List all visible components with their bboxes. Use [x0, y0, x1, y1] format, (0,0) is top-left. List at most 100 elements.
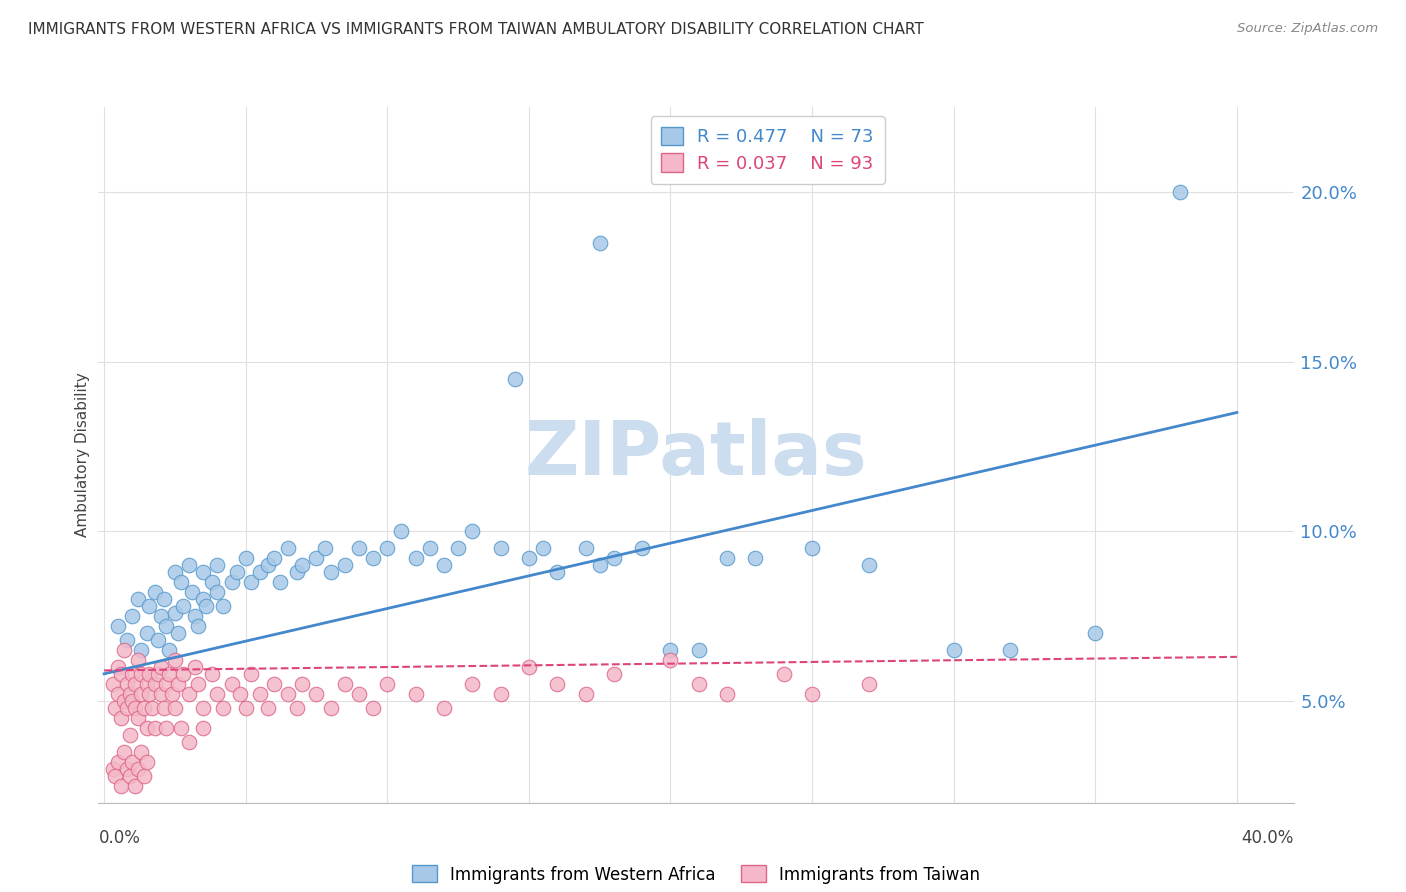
- Point: [226, 565, 249, 579]
- Point: [124, 779, 146, 793]
- Point: [135, 721, 157, 735]
- Point: [391, 524, 413, 539]
- Point: [229, 687, 252, 701]
- Point: [146, 666, 169, 681]
- Point: [235, 700, 257, 714]
- Point: [135, 626, 157, 640]
- Point: [110, 666, 132, 681]
- Point: [138, 666, 160, 681]
- Point: [193, 700, 215, 714]
- Point: [531, 541, 554, 556]
- Point: [801, 541, 824, 556]
- Y-axis label: Ambulatory Disability: Ambulatory Disability: [75, 373, 90, 537]
- Point: [107, 660, 129, 674]
- Point: [201, 666, 224, 681]
- Point: [186, 677, 208, 691]
- Point: [419, 541, 441, 556]
- Point: [149, 660, 172, 674]
- Point: [110, 711, 132, 725]
- Point: [118, 687, 141, 701]
- Point: [155, 677, 177, 691]
- Point: [127, 762, 149, 776]
- Point: [127, 592, 149, 607]
- Point: [172, 599, 194, 613]
- Point: [574, 541, 596, 556]
- Point: [152, 592, 174, 607]
- Point: [155, 721, 177, 735]
- Point: [744, 551, 766, 566]
- Point: [517, 660, 540, 674]
- Point: [375, 541, 398, 556]
- Point: [143, 721, 166, 735]
- Point: [589, 558, 612, 573]
- Point: [121, 694, 143, 708]
- Point: [138, 599, 160, 613]
- Point: [163, 700, 186, 714]
- Point: [1168, 185, 1191, 199]
- Point: [375, 677, 398, 691]
- Point: [240, 575, 263, 590]
- Point: [361, 551, 384, 566]
- Point: [659, 653, 682, 667]
- Point: [257, 700, 280, 714]
- Point: [143, 677, 166, 691]
- Point: [107, 687, 129, 701]
- Point: [177, 558, 200, 573]
- Point: [772, 666, 794, 681]
- Point: [129, 745, 152, 759]
- Point: [361, 700, 384, 714]
- Point: [207, 585, 229, 599]
- Point: [127, 653, 149, 667]
- Point: [319, 700, 342, 714]
- Point: [277, 687, 299, 701]
- Point: [461, 524, 484, 539]
- Point: [124, 677, 146, 691]
- Point: [166, 677, 188, 691]
- Point: [172, 666, 194, 681]
- Point: [160, 687, 183, 701]
- Point: [121, 755, 143, 769]
- Point: [716, 687, 738, 701]
- Point: [333, 558, 356, 573]
- Point: [546, 677, 568, 691]
- Point: [157, 666, 180, 681]
- Point: [858, 558, 880, 573]
- Point: [112, 643, 135, 657]
- Point: [240, 666, 263, 681]
- Point: [221, 677, 243, 691]
- Point: [305, 687, 328, 701]
- Point: [489, 541, 512, 556]
- Point: [221, 575, 243, 590]
- Point: [186, 619, 208, 633]
- Point: [193, 721, 215, 735]
- Point: [135, 677, 157, 691]
- Point: [193, 592, 215, 607]
- Point: [433, 700, 456, 714]
- Point: [152, 700, 174, 714]
- Point: [180, 585, 202, 599]
- Point: [138, 687, 160, 701]
- Point: [263, 677, 285, 691]
- Point: [291, 558, 314, 573]
- Point: [163, 606, 186, 620]
- Point: [110, 779, 132, 793]
- Point: [157, 643, 180, 657]
- Point: [347, 687, 370, 701]
- Text: IMMIGRANTS FROM WESTERN AFRICA VS IMMIGRANTS FROM TAIWAN AMBULATORY DISABILITY C: IMMIGRANTS FROM WESTERN AFRICA VS IMMIGR…: [28, 22, 924, 37]
- Point: [589, 235, 612, 250]
- Point: [121, 666, 143, 681]
- Point: [212, 599, 235, 613]
- Point: [129, 666, 152, 681]
- Point: [121, 609, 143, 624]
- Point: [235, 551, 257, 566]
- Point: [169, 575, 191, 590]
- Point: [118, 728, 141, 742]
- Point: [163, 653, 186, 667]
- Point: [124, 700, 146, 714]
- Point: [163, 565, 186, 579]
- Point: [716, 551, 738, 566]
- Point: [447, 541, 470, 556]
- Point: [107, 619, 129, 633]
- Point: [135, 755, 157, 769]
- Point: [115, 700, 138, 714]
